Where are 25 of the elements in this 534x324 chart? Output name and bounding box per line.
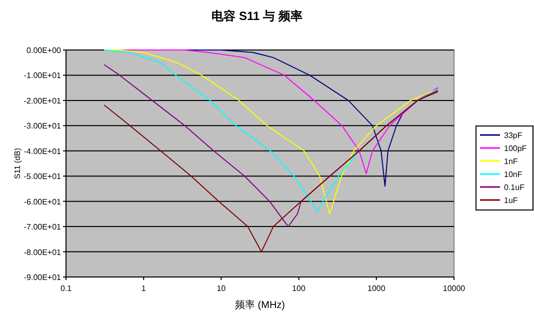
x-tick-label: 0.1 (60, 284, 72, 293)
y-tick-label: -4.00E+01 (24, 146, 62, 156)
y-tick-label: -3.00E+01 (24, 122, 62, 131)
y-tick-label: -7.00E+01 (24, 222, 62, 232)
x-tick-label: 1000 (368, 284, 386, 293)
chart-title: 电容 S11 与 频率 (212, 9, 302, 23)
legend-label: 10nF (504, 170, 522, 179)
y-tick-label: -6.00E+01 (24, 197, 62, 206)
y-tick-label: -9.00E+01 (24, 273, 62, 282)
y-tick-label: -2.00E+01 (24, 96, 62, 106)
x-tick-label: 10000 (442, 284, 466, 293)
y-tick-label: -1.00E+01 (24, 71, 62, 80)
legend-label: 0.1uF (504, 183, 525, 192)
y-tick-label: -8.00E+01 (24, 248, 62, 257)
x-tick-label: 1 (141, 284, 146, 293)
x-tick-label: 100 (292, 284, 306, 293)
x-axis-title: 频率 (MHz) (235, 299, 285, 311)
y-tick-label: 0.00E+00 (26, 46, 62, 55)
legend-label: 1nF (504, 157, 518, 166)
legend-label: 100pF (504, 144, 527, 153)
y-tick-label: -5.00E+01 (24, 172, 62, 182)
x-tick-label: 10 (216, 284, 226, 293)
legend-label: 1uF (504, 196, 518, 205)
y-axis-title: S11 (dB) (13, 148, 22, 179)
legend-label: 33pF (504, 131, 522, 140)
